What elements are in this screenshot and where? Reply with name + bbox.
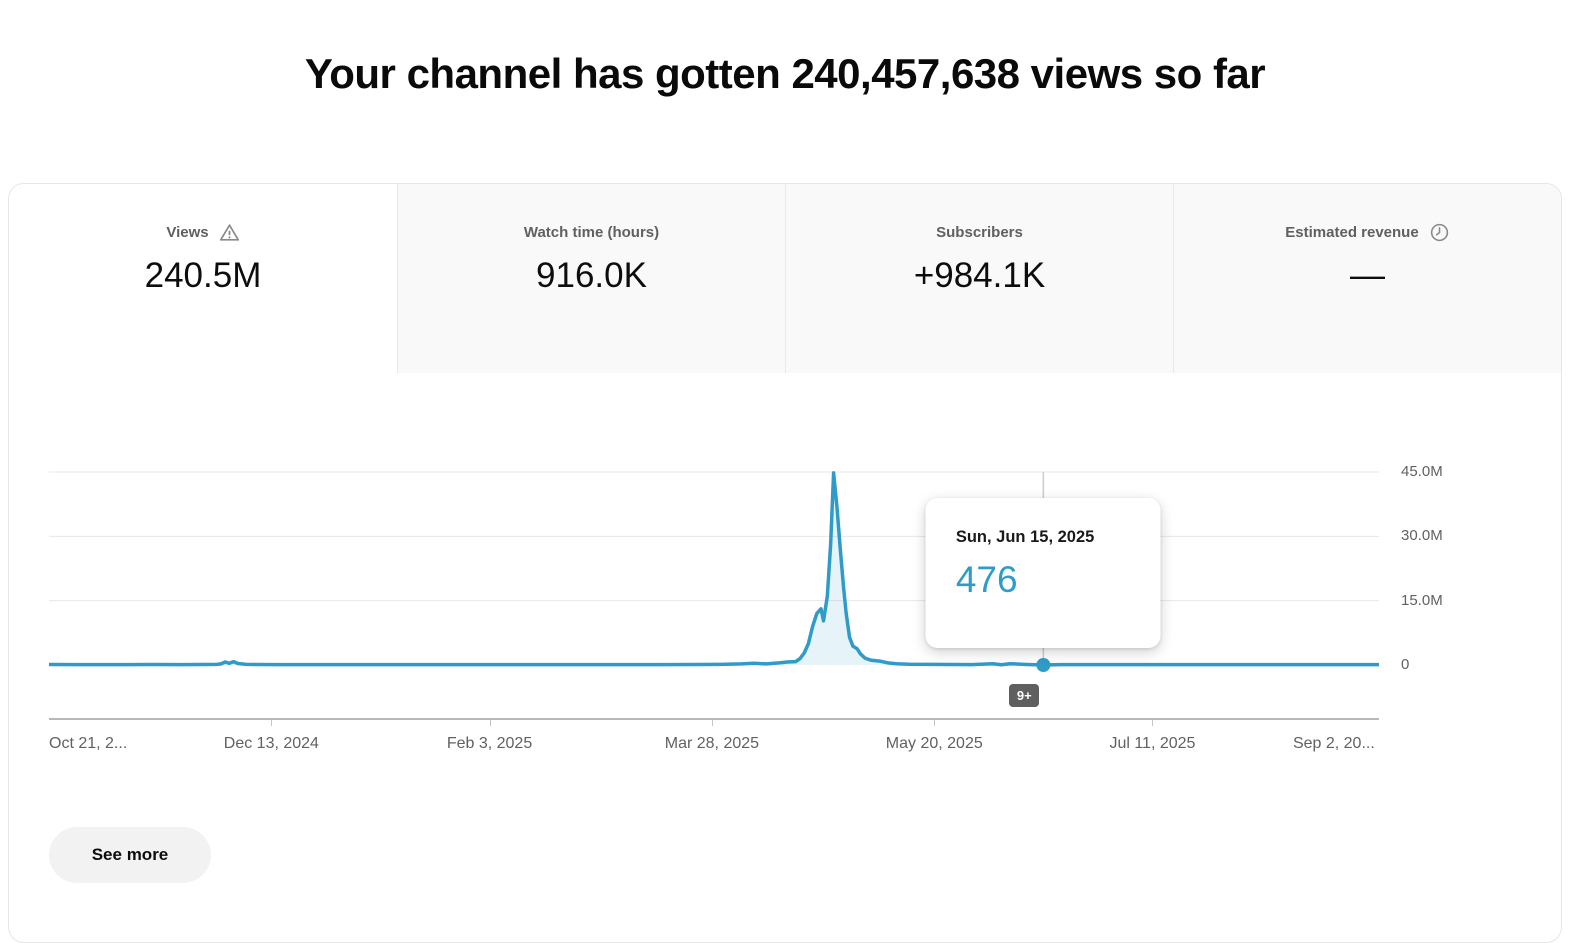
x-axis-label: May 20, 2025 [885, 735, 983, 752]
tab-watch-time-label: Watch time (hours) [523, 223, 660, 241]
tooltip-date: Sun, Jun 15, 2025 [955, 528, 1095, 546]
tab-estimated-revenue-header: Estimated revenue [1285, 222, 1449, 242]
series-area [49, 472, 1379, 665]
page-title: Your channel has gotten 240,457,638 view… [304, 50, 1266, 97]
chart-tooltip: Sun, Jun 15, 2025 476 [925, 498, 1161, 648]
tab-estimated-revenue-label: Estimated revenue [1285, 223, 1419, 241]
x-axis-label: Jul 11, 2025 [1109, 735, 1196, 752]
x-axis-tick [934, 720, 936, 726]
hover-point-dot [1036, 658, 1051, 672]
tab-watch-time-header: Watch time (hours) [524, 222, 659, 242]
tab-subscribers-value: +984.1K [913, 256, 1046, 295]
x-axis-line [49, 718, 1379, 720]
y-axis-label: 0 [1401, 656, 1410, 673]
clock-icon [1429, 222, 1450, 243]
series-line [49, 471, 1379, 667]
x-axis-tick [489, 720, 491, 726]
x-axis-label: Feb 3, 2025 [446, 735, 533, 752]
tab-subscribers[interactable]: Subscribers +984.1K [785, 184, 1173, 373]
x-axis-tick [711, 720, 713, 726]
tooltip-value: 476 [955, 559, 1018, 600]
tab-watch-time[interactable]: Watch time (hours) 916.0K [397, 184, 785, 373]
x-axis-tick [271, 720, 273, 726]
x-axis-label: Sep 2, 20... [1292, 735, 1375, 752]
hover-count-badge: 9+ [1009, 684, 1040, 707]
tab-views-label: Views [166, 223, 209, 241]
x-axis-tick [1152, 720, 1154, 726]
y-axis-label: 30.0M [1401, 527, 1443, 545]
tab-estimated-revenue-value: — [1350, 256, 1385, 295]
chart-plot[interactable] [49, 458, 1379, 718]
tab-views-header: Views [166, 222, 239, 242]
x-axis-label: Oct 21, 2... [49, 735, 128, 752]
warning-icon [219, 222, 240, 243]
views-line-chart[interactable]: Oct 21, 2... Dec 13, 2024 Feb 3, 2025 Mar 2… [49, 458, 1561, 788]
tab-subscribers-header: Subscribers [936, 222, 1023, 242]
tab-watch-time-value: 916.0K [536, 256, 647, 295]
y-axis-label: 15.0M [1401, 591, 1443, 609]
tab-views-value: 240.5M [144, 256, 262, 295]
x-axis-label: Mar 28, 2025 [664, 735, 760, 752]
tab-views[interactable]: Views 240.5M [9, 184, 397, 373]
analytics-card: Views 240.5M Watch time (hours) 916.0K S… [8, 183, 1562, 943]
metric-tabs: Views 240.5M Watch time (hours) 916.0K S… [9, 184, 1561, 373]
y-axis-label: 45.0M [1401, 463, 1443, 480]
see-more-button[interactable]: See more [49, 827, 211, 883]
tab-estimated-revenue[interactable]: Estimated revenue — [1173, 184, 1561, 373]
x-axis-label: Dec 13, 2024 [223, 735, 319, 752]
tab-subscribers-label: Subscribers [936, 223, 1023, 241]
